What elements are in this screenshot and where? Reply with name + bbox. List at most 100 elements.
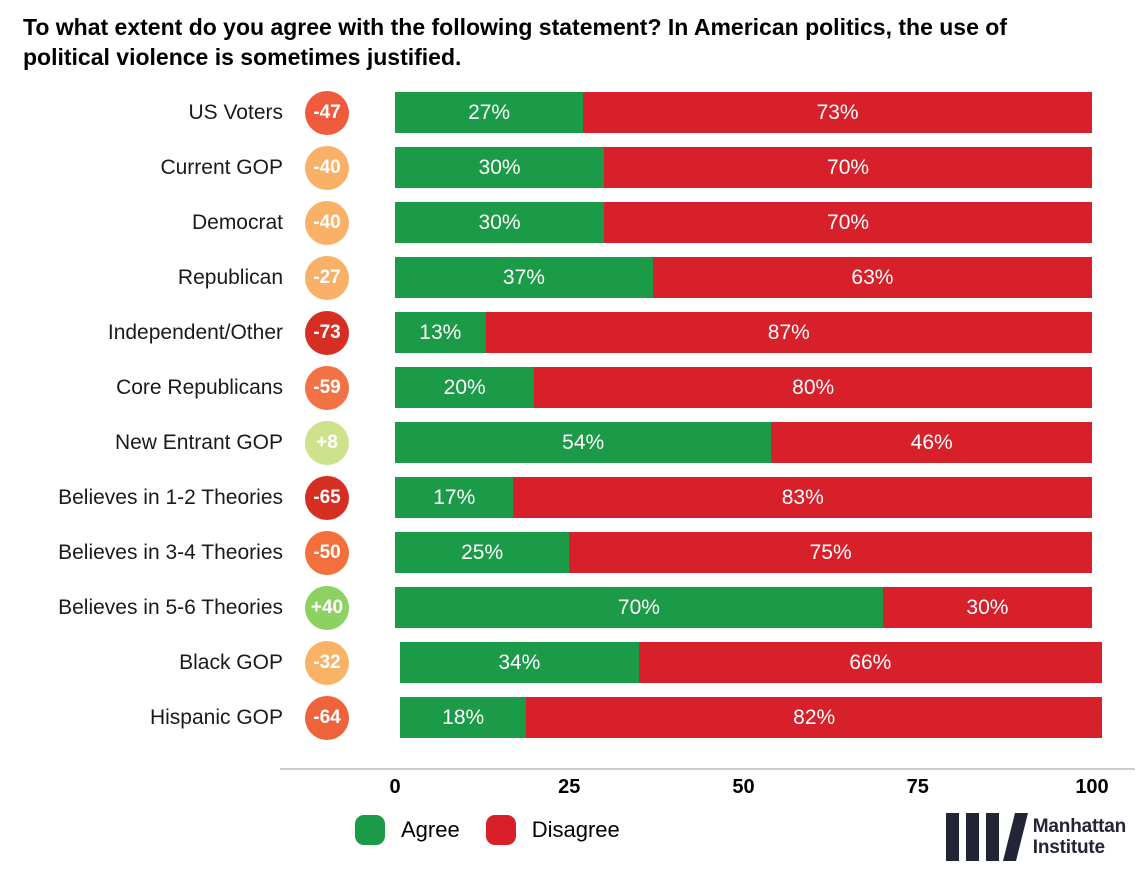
manhattan-institute-logo: Manhattan Institute	[945, 812, 1126, 862]
x-axis-tick-label: 50	[732, 776, 755, 798]
agree-value-label: 17%	[433, 485, 476, 509]
stacked-bar: 20% 80%	[395, 367, 1092, 408]
chart-row: Hispanic GOP -64 18% 82%	[0, 695, 1140, 740]
disagree-value-label: 70%	[827, 210, 870, 234]
category-label: Democrat	[191, 210, 283, 234]
disagree-segment: 70%	[604, 147, 1092, 188]
disagree-value-label: 66%	[849, 650, 892, 674]
category-label: Independent/Other	[107, 320, 283, 344]
agree-segment: 13%	[395, 312, 486, 353]
disagree-segment: 66%	[638, 642, 1102, 683]
x-axis-tick-label: 75	[906, 776, 929, 798]
disagree-segment: 46%	[771, 422, 1092, 463]
chart-row: Independent/Other -73 13% 87%	[0, 310, 1140, 355]
chart-row: Believes in 5-6 Theories +40 70% 30%	[0, 585, 1140, 630]
chart-row: Current GOP -40 30% 70%	[0, 145, 1140, 190]
net-score-badge: -59	[305, 365, 349, 410]
disagree-value-label: 82%	[793, 705, 836, 729]
chart-row: Believes in 3-4 Theories -50 25% 75%	[0, 530, 1140, 575]
agree-segment: 34%	[400, 642, 639, 683]
net-score-badge: -40	[305, 200, 349, 245]
legend-disagree-label: Disagree	[531, 817, 620, 842]
disagree-segment: 83%	[513, 477, 1092, 518]
agree-value-label: 34%	[498, 650, 541, 674]
stacked-bar: 34% 66%	[400, 642, 1102, 683]
disagree-value-label: 80%	[792, 375, 835, 399]
agree-value-label: 20%	[443, 375, 486, 399]
chart-title: To what extent do you agree with the fol…	[23, 12, 1123, 73]
net-score-badge: -73	[305, 310, 349, 355]
category-label: Believes in 5-6 Theories	[58, 595, 283, 619]
category-label: Black GOP	[179, 650, 283, 674]
stacked-bar: 18% 82%	[400, 697, 1102, 738]
category-label: New Entrant GOP	[114, 430, 283, 454]
net-score-badge: -47	[305, 90, 349, 135]
disagree-value-label: 63%	[851, 265, 894, 289]
legend-agree-label: Agree	[401, 817, 460, 842]
agree-value-label: 30%	[478, 210, 521, 234]
disagree-value-label: 70%	[827, 155, 870, 179]
chart-legend: Agree Disagree	[355, 815, 620, 845]
chart-row: US Voters -47 27% 73%	[0, 90, 1140, 135]
category-label: Core Republicans	[116, 375, 283, 399]
chart-row: Democrat -40 30% 70%	[0, 200, 1140, 245]
chart-row: Believes in 1-2 Theories -65 17% 83%	[0, 475, 1140, 520]
logo-line1: Manhattan	[1032, 816, 1126, 837]
disagree-segment: 80%	[534, 367, 1092, 408]
agree-segment: 30%	[395, 147, 605, 188]
agree-segment: 18%	[400, 697, 527, 738]
legend-item-agree: Agree	[355, 815, 460, 845]
agree-segment: 30%	[395, 202, 605, 243]
x-axis-line	[280, 768, 1135, 770]
stacked-bar: 30% 70%	[395, 147, 1092, 188]
logo-line2: Institute	[1032, 837, 1105, 858]
net-score-badge: +40	[305, 585, 349, 630]
stacked-bar: 37% 63%	[395, 257, 1092, 298]
chart-row: Core Republicans -59 20% 80%	[0, 365, 1140, 410]
disagree-segment: 82%	[526, 697, 1102, 738]
stacked-bar: 25% 75%	[395, 532, 1092, 573]
agree-segment: 37%	[395, 257, 653, 298]
x-axis-tick-label: 0	[389, 776, 401, 798]
chart-row: Republican -27 37% 63%	[0, 255, 1140, 300]
stacked-bar: 27% 73%	[395, 92, 1092, 133]
manhattan-institute-logo-icon	[945, 812, 1028, 862]
agree-value-label: 30%	[478, 155, 521, 179]
agree-value-label: 54%	[562, 430, 605, 454]
net-score-badge: -64	[305, 695, 349, 740]
disagree-segment: 70%	[604, 202, 1092, 243]
disagree-value-label: 75%	[809, 540, 852, 564]
agree-value-label: 18%	[442, 705, 485, 729]
agree-value-label: 37%	[502, 265, 545, 289]
chart-row: Black GOP -32 34% 66%	[0, 640, 1140, 685]
category-label: Believes in 1-2 Theories	[58, 485, 283, 509]
chart-title-line2: political violence is sometimes justifie…	[23, 44, 462, 71]
agree-value-label: 70%	[617, 595, 660, 619]
agree-segment: 27%	[395, 92, 584, 133]
stacked-bar: 30% 70%	[395, 202, 1092, 243]
agree-swatch-icon	[355, 815, 385, 845]
agree-segment: 70%	[395, 587, 883, 628]
disagree-segment: 73%	[583, 92, 1092, 133]
stacked-bar: 13% 87%	[395, 312, 1092, 353]
disagree-segment: 75%	[569, 532, 1092, 573]
disagree-value-label: 46%	[910, 430, 953, 454]
stacked-bar: 17% 83%	[395, 477, 1092, 518]
agree-value-label: 27%	[468, 100, 511, 124]
category-label: US Voters	[188, 100, 283, 124]
agree-value-label: 25%	[461, 540, 504, 564]
stacked-bar: 70% 30%	[395, 587, 1092, 628]
agree-value-label: 13%	[419, 320, 462, 344]
category-label: Hispanic GOP	[149, 705, 283, 729]
manhattan-institute-logo-text: Manhattan Institute	[1033, 816, 1126, 858]
chart-row: New Entrant GOP +8 54% 46%	[0, 420, 1140, 465]
disagree-swatch-icon	[485, 815, 516, 845]
net-score-badge: +8	[305, 420, 349, 465]
agree-segment: 20%	[395, 367, 535, 408]
net-score-badge: -32	[305, 640, 349, 685]
disagree-value-label: 30%	[966, 595, 1009, 619]
x-axis-ticks: 0 25 50 75 100	[0, 776, 1140, 800]
chart-title-line1: To what extent do you agree with the fol…	[23, 14, 1007, 40]
disagree-value-label: 73%	[816, 100, 859, 124]
x-axis-tick-label: 100	[1075, 776, 1109, 798]
